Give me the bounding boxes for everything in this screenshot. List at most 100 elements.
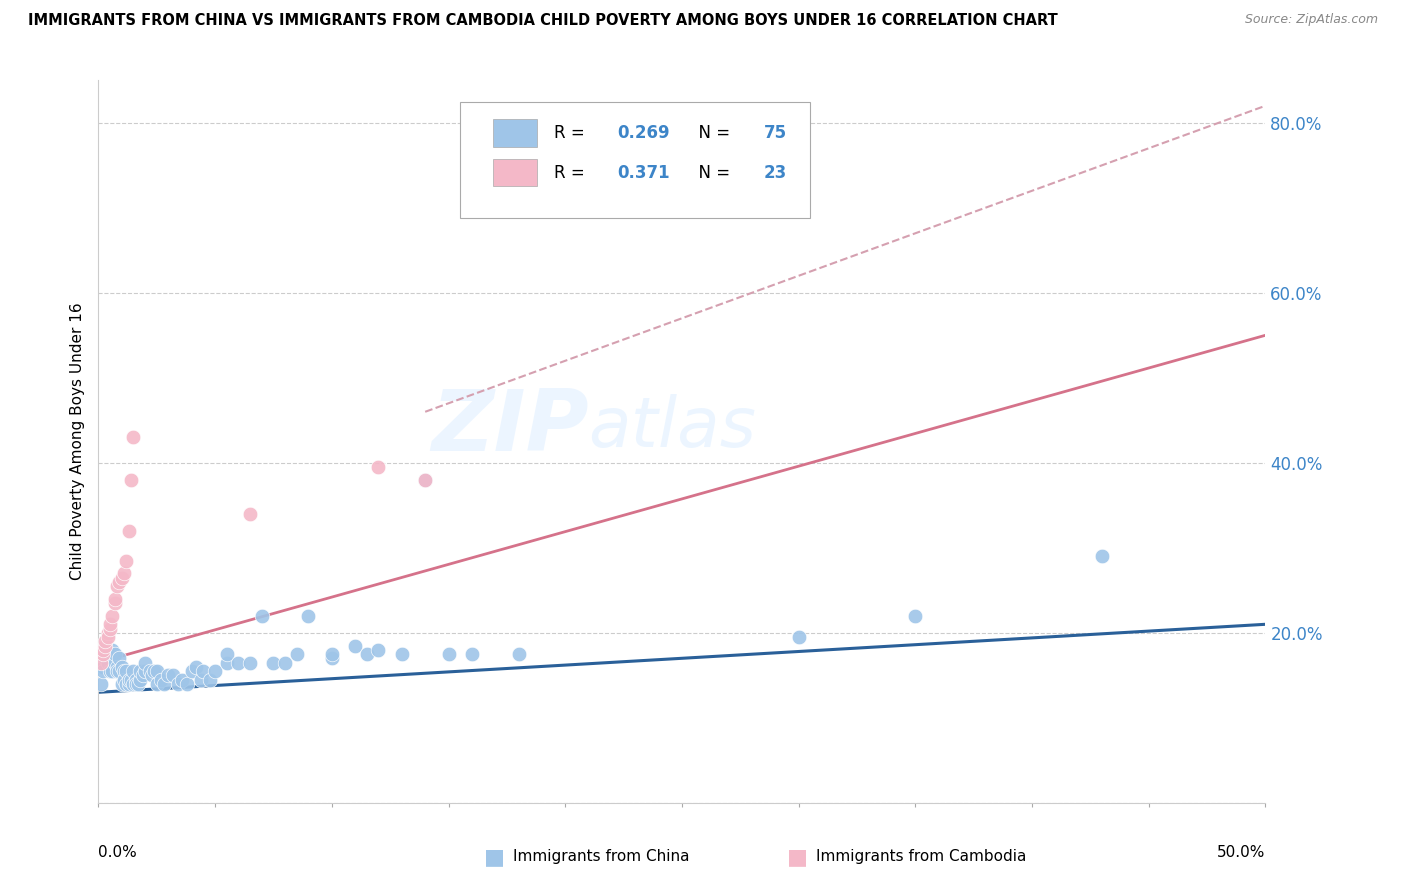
Point (111, 660, 134, 674)
Point (115, 677, 138, 691)
Point (97, 625, 120, 640)
FancyBboxPatch shape (460, 102, 810, 218)
Point (508, 647, 530, 661)
Point (104, 591, 127, 606)
Point (250, 608, 273, 623)
Text: 50.0%: 50.0% (1218, 846, 1265, 860)
Point (356, 647, 378, 661)
Point (139, 664, 162, 678)
Point (101, 642, 124, 657)
Point (239, 507, 262, 521)
Point (204, 664, 226, 678)
Point (94, 642, 117, 657)
Point (1091, 549, 1114, 564)
Point (125, 677, 148, 691)
Point (228, 656, 250, 670)
Point (215, 656, 238, 670)
Point (104, 647, 127, 661)
Point (90, 677, 112, 691)
Point (132, 668, 155, 682)
Text: N =: N = (688, 164, 735, 182)
Point (98, 617, 121, 632)
Point (94, 639, 117, 653)
Point (112, 673, 135, 687)
Point (98, 647, 121, 661)
Point (90, 656, 112, 670)
Point (239, 656, 262, 670)
Point (413, 473, 436, 487)
Point (321, 651, 343, 665)
Text: 0.0%: 0.0% (98, 846, 138, 860)
Text: IMMIGRANTS FROM CHINA VS IMMIGRANTS FROM CAMBODIA CHILD POVERTY AMONG BOYS UNDER: IMMIGRANTS FROM CHINA VS IMMIGRANTS FROM… (28, 13, 1057, 29)
Point (108, 574, 131, 589)
Point (391, 647, 413, 661)
Point (118, 524, 141, 538)
Point (98, 622, 121, 636)
Point (143, 664, 166, 678)
Point (94, 634, 117, 648)
Point (115, 664, 138, 678)
Point (321, 647, 343, 661)
Point (105, 660, 128, 674)
Point (91, 642, 114, 657)
Point (112, 664, 135, 678)
Point (146, 664, 169, 678)
Point (172, 673, 194, 687)
Point (122, 430, 145, 444)
Point (91, 647, 114, 661)
Point (437, 647, 460, 661)
Text: Immigrants from Cambodia: Immigrants from Cambodia (815, 849, 1026, 864)
Point (461, 647, 484, 661)
Point (262, 656, 284, 670)
Text: ZIP: ZIP (430, 385, 589, 468)
Point (98, 664, 121, 678)
Point (104, 596, 127, 610)
Point (215, 647, 238, 661)
Point (101, 608, 124, 623)
Point (146, 677, 169, 691)
FancyBboxPatch shape (494, 159, 537, 186)
Point (367, 642, 389, 657)
Point (94, 651, 117, 665)
Text: 0.269: 0.269 (617, 124, 671, 142)
Point (129, 664, 152, 678)
Point (285, 647, 308, 661)
Point (104, 656, 127, 670)
Point (134, 664, 156, 678)
Text: Source: ZipAtlas.com: Source: ZipAtlas.com (1244, 13, 1378, 27)
Point (129, 673, 152, 687)
FancyBboxPatch shape (494, 120, 537, 147)
Text: N =: N = (688, 124, 735, 142)
Point (111, 677, 134, 691)
Point (150, 673, 173, 687)
Point (120, 673, 142, 687)
Point (111, 570, 134, 584)
Point (200, 673, 222, 687)
Point (367, 460, 389, 475)
Point (157, 668, 180, 682)
Text: 0.371: 0.371 (617, 164, 671, 182)
Point (125, 673, 148, 687)
Text: 75: 75 (763, 124, 787, 142)
Point (91, 660, 114, 674)
Point (193, 664, 215, 678)
Point (118, 673, 141, 687)
Point (297, 608, 319, 623)
Point (141, 668, 163, 682)
Point (413, 473, 436, 487)
Point (162, 668, 184, 682)
Text: R =: R = (554, 164, 589, 182)
Point (120, 473, 142, 487)
Point (112, 566, 135, 581)
Point (91, 664, 114, 678)
Point (180, 664, 202, 678)
Point (190, 673, 212, 687)
Point (152, 677, 174, 691)
Point (787, 630, 810, 644)
Point (122, 664, 145, 678)
Point (97, 656, 120, 670)
Text: ■: ■ (787, 847, 808, 867)
Point (118, 677, 141, 691)
Point (344, 639, 367, 653)
Point (97, 630, 120, 644)
